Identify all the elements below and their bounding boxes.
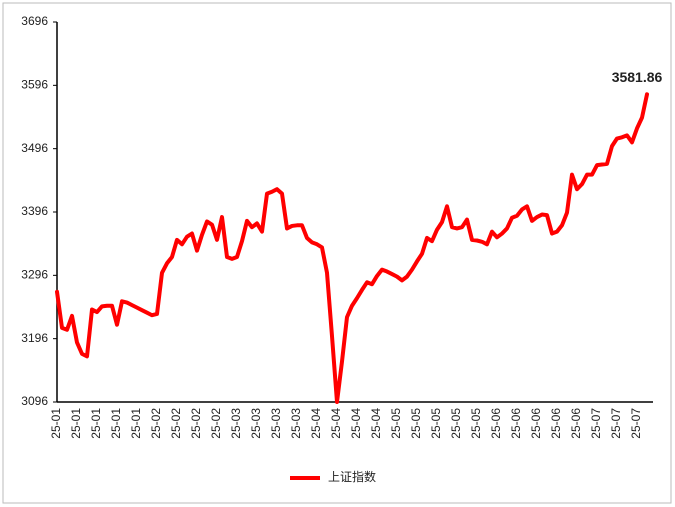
x-tick-label: 25-03: [269, 408, 283, 439]
x-tick-label: 25-02: [189, 408, 203, 439]
x-tick-label: 25-04: [329, 408, 343, 439]
x-tick-label: 25-07: [609, 408, 623, 439]
x-tick-label: 25-04: [349, 408, 363, 439]
x-tick-label: 25-06: [489, 408, 503, 439]
y-tick-label: 3396: [21, 204, 48, 218]
x-tick-label: 25-01: [69, 408, 83, 439]
x-tick-label: 25-02: [169, 408, 183, 439]
x-tick-label: 25-05: [429, 408, 443, 439]
x-tick-label: 25-04: [309, 408, 323, 439]
x-tick-label: 25-07: [629, 408, 643, 439]
x-tick-label: 25-06: [549, 408, 563, 439]
y-tick-label: 3496: [21, 141, 48, 155]
y-tick-label: 3096: [21, 394, 48, 408]
x-tick-label: 25-04: [369, 408, 383, 439]
y-tick-label: 3596: [21, 78, 48, 92]
data-label: 3581.86: [612, 69, 663, 85]
x-tick-label: 25-06: [529, 408, 543, 439]
y-tick-label: 3196: [21, 331, 48, 345]
x-tick-label: 25-02: [149, 408, 163, 439]
legend-label: 上证指数: [328, 469, 376, 484]
x-tick-label: 25-01: [129, 408, 143, 439]
x-tick-label: 25-01: [109, 408, 123, 439]
x-tick-label: 25-05: [409, 408, 423, 439]
x-tick-label: 25-03: [289, 408, 303, 439]
line: [55, 92, 649, 404]
y-tick-label: 3696: [21, 14, 48, 28]
x-tick-label: 25-06: [509, 408, 523, 439]
x-tick-label: 25-05: [449, 408, 463, 439]
x-tick-label: 25-01: [89, 408, 103, 439]
x-tick-label: 25-06: [569, 408, 583, 439]
x-tick-label: 25-03: [229, 408, 243, 439]
y-tick-label: 3296: [21, 268, 48, 282]
x-tick-label: 25-01: [49, 408, 63, 439]
x-tick-label: 25-03: [249, 408, 263, 439]
x-tick-label: 25-02: [209, 408, 223, 439]
x-tick-label: 25-05: [469, 408, 483, 439]
x-tick-label: 25-07: [589, 408, 603, 439]
x-tick-label: 25-05: [389, 408, 403, 439]
